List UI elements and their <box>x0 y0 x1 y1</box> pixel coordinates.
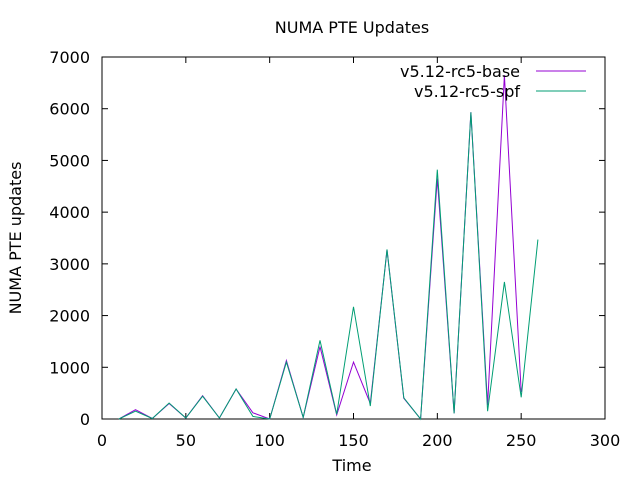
x-tick-label: 0 <box>97 431 107 450</box>
x-tick-label: 50 <box>176 431 196 450</box>
series-line-v5.12-rc5-base <box>118 75 522 421</box>
x-axis-label: Time <box>331 456 371 475</box>
x-tick-label: 250 <box>506 431 537 450</box>
y-axis: 0 1000 2000 3000 4000 5000 6000 7000 <box>49 48 605 429</box>
series-layer <box>118 75 539 421</box>
legend-label: v5.12-rc5-base <box>400 62 520 81</box>
chart-title: NUMA PTE Updates <box>275 18 429 37</box>
x-tick-label: 100 <box>254 431 285 450</box>
y-tick-label: 4000 <box>49 203 90 222</box>
y-tick-label: 7000 <box>49 48 90 67</box>
plot-frame <box>101 56 606 420</box>
y-tick-label: 1000 <box>49 358 90 377</box>
x-tick-label: 150 <box>338 431 369 450</box>
y-tick-label: 0 <box>80 410 90 429</box>
y-tick-label: 3000 <box>49 255 90 274</box>
legend-label: v5.12-rc5-spf <box>414 82 520 101</box>
y-tick-label: 2000 <box>49 307 90 326</box>
y-axis-label: NUMA PTE updates <box>6 162 25 315</box>
x-tick-label: 300 <box>590 431 621 450</box>
plot-border <box>101 56 606 420</box>
y-tick-label: 6000 <box>49 100 90 119</box>
x-tick-label: 200 <box>422 431 453 450</box>
series-line-v5.12-rc5-spf <box>118 112 539 421</box>
y-tick-label: 5000 <box>49 151 90 170</box>
x-axis: 0 50 100 150 200 250 300 <box>97 57 620 450</box>
